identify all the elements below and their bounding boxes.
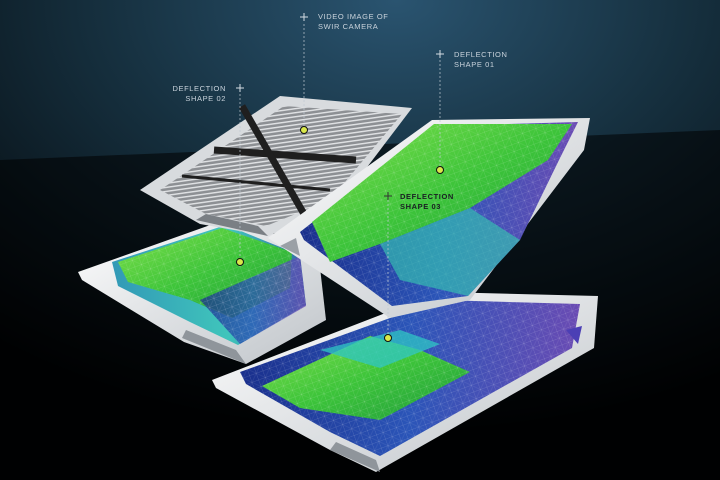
label-shape-02: DEFLECTION SHAPE 02 <box>162 84 226 104</box>
target-marker-shape-01 <box>436 166 444 174</box>
plus-markers <box>236 13 444 200</box>
plus-icon <box>384 192 392 200</box>
label-shape-01-line2: SHAPE 01 <box>454 60 495 69</box>
label-shape-02-line1: DEFLECTION <box>172 84 226 93</box>
label-shape-01-line1: DEFLECTION <box>454 50 508 59</box>
label-shape-03-line2: SHAPE 03 <box>400 202 442 211</box>
plus-icon <box>436 50 444 58</box>
plate-shape-01 <box>268 118 590 318</box>
label-shape-03: DEFLECTION SHAPE 03 <box>400 192 454 212</box>
plate-shape-03 <box>212 292 598 472</box>
plus-icon <box>300 13 308 21</box>
label-video-image-line2: SWIR CAMERA <box>318 22 379 31</box>
floor-shadow <box>0 130 720 480</box>
leader-lines <box>239 24 441 336</box>
label-video-image-line1: VIDEO IMAGE OF <box>318 12 389 21</box>
swir-camera-plate <box>140 96 412 236</box>
label-shape-02-line2: SHAPE 02 <box>185 94 226 103</box>
target-marker-shape-02 <box>236 258 244 266</box>
label-shape-03-line1: DEFLECTION <box>400 192 454 201</box>
target-markers <box>236 126 444 342</box>
label-video-image: VIDEO IMAGE OF SWIR CAMERA <box>318 12 389 32</box>
target-marker-shape-03 <box>384 334 392 342</box>
target-marker-camera <box>300 126 308 134</box>
plus-icon <box>236 84 244 92</box>
plate-shape-02 <box>78 218 326 364</box>
label-shape-01: DEFLECTION SHAPE 01 <box>454 50 508 70</box>
